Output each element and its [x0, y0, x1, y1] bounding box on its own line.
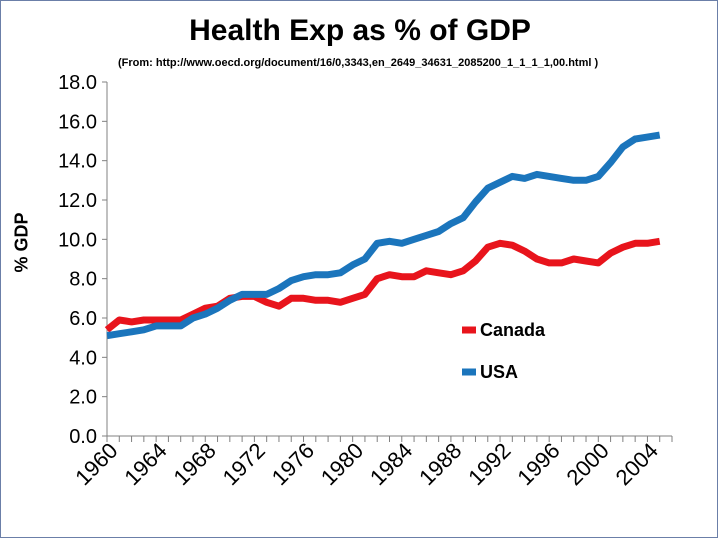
x-tick-label: 1992: [463, 438, 515, 490]
x-tick-label: 1984: [365, 438, 417, 490]
x-tick-label: 1980: [316, 438, 368, 490]
legend-box: [456, 312, 564, 392]
x-tick-label: 1976: [267, 438, 319, 490]
x-tick-label: 2000: [562, 438, 614, 490]
y-tick-label: 2.0: [69, 387, 97, 409]
y-tick-label: 4.0: [69, 347, 97, 369]
x-tick-label: 1996: [512, 438, 564, 490]
legend-label-canada: Canada: [480, 320, 546, 340]
x-tick-label: 2004: [611, 438, 663, 490]
legend-label-usa: USA: [480, 362, 518, 382]
y-tick-label: 0.0: [69, 426, 97, 448]
y-tick-label: 14.0: [58, 151, 97, 173]
x-tick-label: 1964: [119, 438, 171, 490]
x-tick-label: 1972: [218, 438, 270, 490]
x-tick-label: 1968: [169, 438, 221, 490]
y-tick-label: 6.0: [69, 308, 97, 330]
y-tick-label: 10.0: [58, 229, 97, 251]
y-tick-label: 8.0: [69, 269, 97, 291]
series-line-usa: [106, 131, 661, 340]
y-tick-label: 18.0: [58, 72, 97, 94]
y-tick-label: 16.0: [58, 111, 97, 133]
chart-source-note: (From: http://www.oecd.org/document/16/0…: [118, 57, 599, 69]
y-tick-label: 12.0: [58, 190, 97, 212]
x-tick-label: 1988: [414, 438, 466, 490]
chart-title: Health Exp as % of GDP: [189, 14, 531, 47]
series-line-canada: [104, 237, 661, 333]
